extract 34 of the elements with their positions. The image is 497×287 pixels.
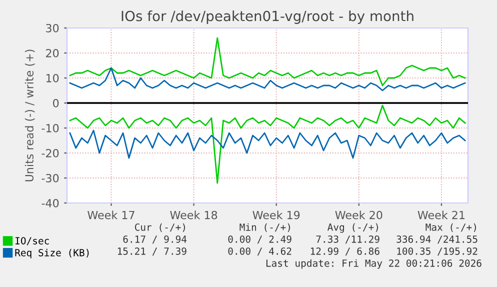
text: 12.99 / 6.86 xyxy=(310,247,380,256)
line-series xyxy=(69,104,466,184)
text: 6.17 / 9.94 xyxy=(123,235,187,244)
text: Cur (-/+) xyxy=(134,223,185,232)
y-tick-label: 20 xyxy=(46,48,59,58)
line-series xyxy=(69,130,466,159)
text: 15.21 / 7.39 xyxy=(118,247,186,256)
x-tick-label: Week 18 xyxy=(170,210,218,220)
y-tick-label: -10 xyxy=(42,124,59,132)
y-tick-label: 30 xyxy=(46,24,59,32)
text: Max (-/+) xyxy=(426,223,476,232)
legend-label: Req Size (KB) xyxy=(15,248,89,258)
y-tick-label: 0 xyxy=(53,98,59,108)
text: 0.00 / 2.49 xyxy=(228,235,292,244)
x-tick-label: Week 21 xyxy=(418,210,464,220)
text: 100.35 /195.92 xyxy=(397,247,478,256)
y-axis-title: Units read (-) / write (+) xyxy=(24,50,35,182)
x-tick-label: Week 17 xyxy=(88,210,134,220)
text: 0.00 / 4.62 xyxy=(228,247,292,256)
text: 336.94 /241.55 xyxy=(396,235,478,244)
y-tick-label: 10 xyxy=(46,74,59,82)
x-tick-label: Week 20 xyxy=(335,210,382,220)
text: Min (-/+) xyxy=(240,223,290,232)
chart-title: IOs for /dev/peakten01-vg/root - by month xyxy=(122,10,414,24)
line-series xyxy=(69,67,466,92)
y-tick-label: -20 xyxy=(42,148,59,158)
legend-label: IO/sec xyxy=(16,237,49,246)
text: Avg (-/+) xyxy=(328,223,378,233)
line-series xyxy=(69,37,466,86)
y-tick-label: -40 xyxy=(42,198,59,208)
text: Last update: Fri May 22 00:21:06 2026 xyxy=(266,259,482,269)
x-tick-label: Week 19 xyxy=(252,210,300,220)
y-tick-label: -30 xyxy=(42,174,59,182)
text: 7.33 /11.29 xyxy=(316,235,380,244)
